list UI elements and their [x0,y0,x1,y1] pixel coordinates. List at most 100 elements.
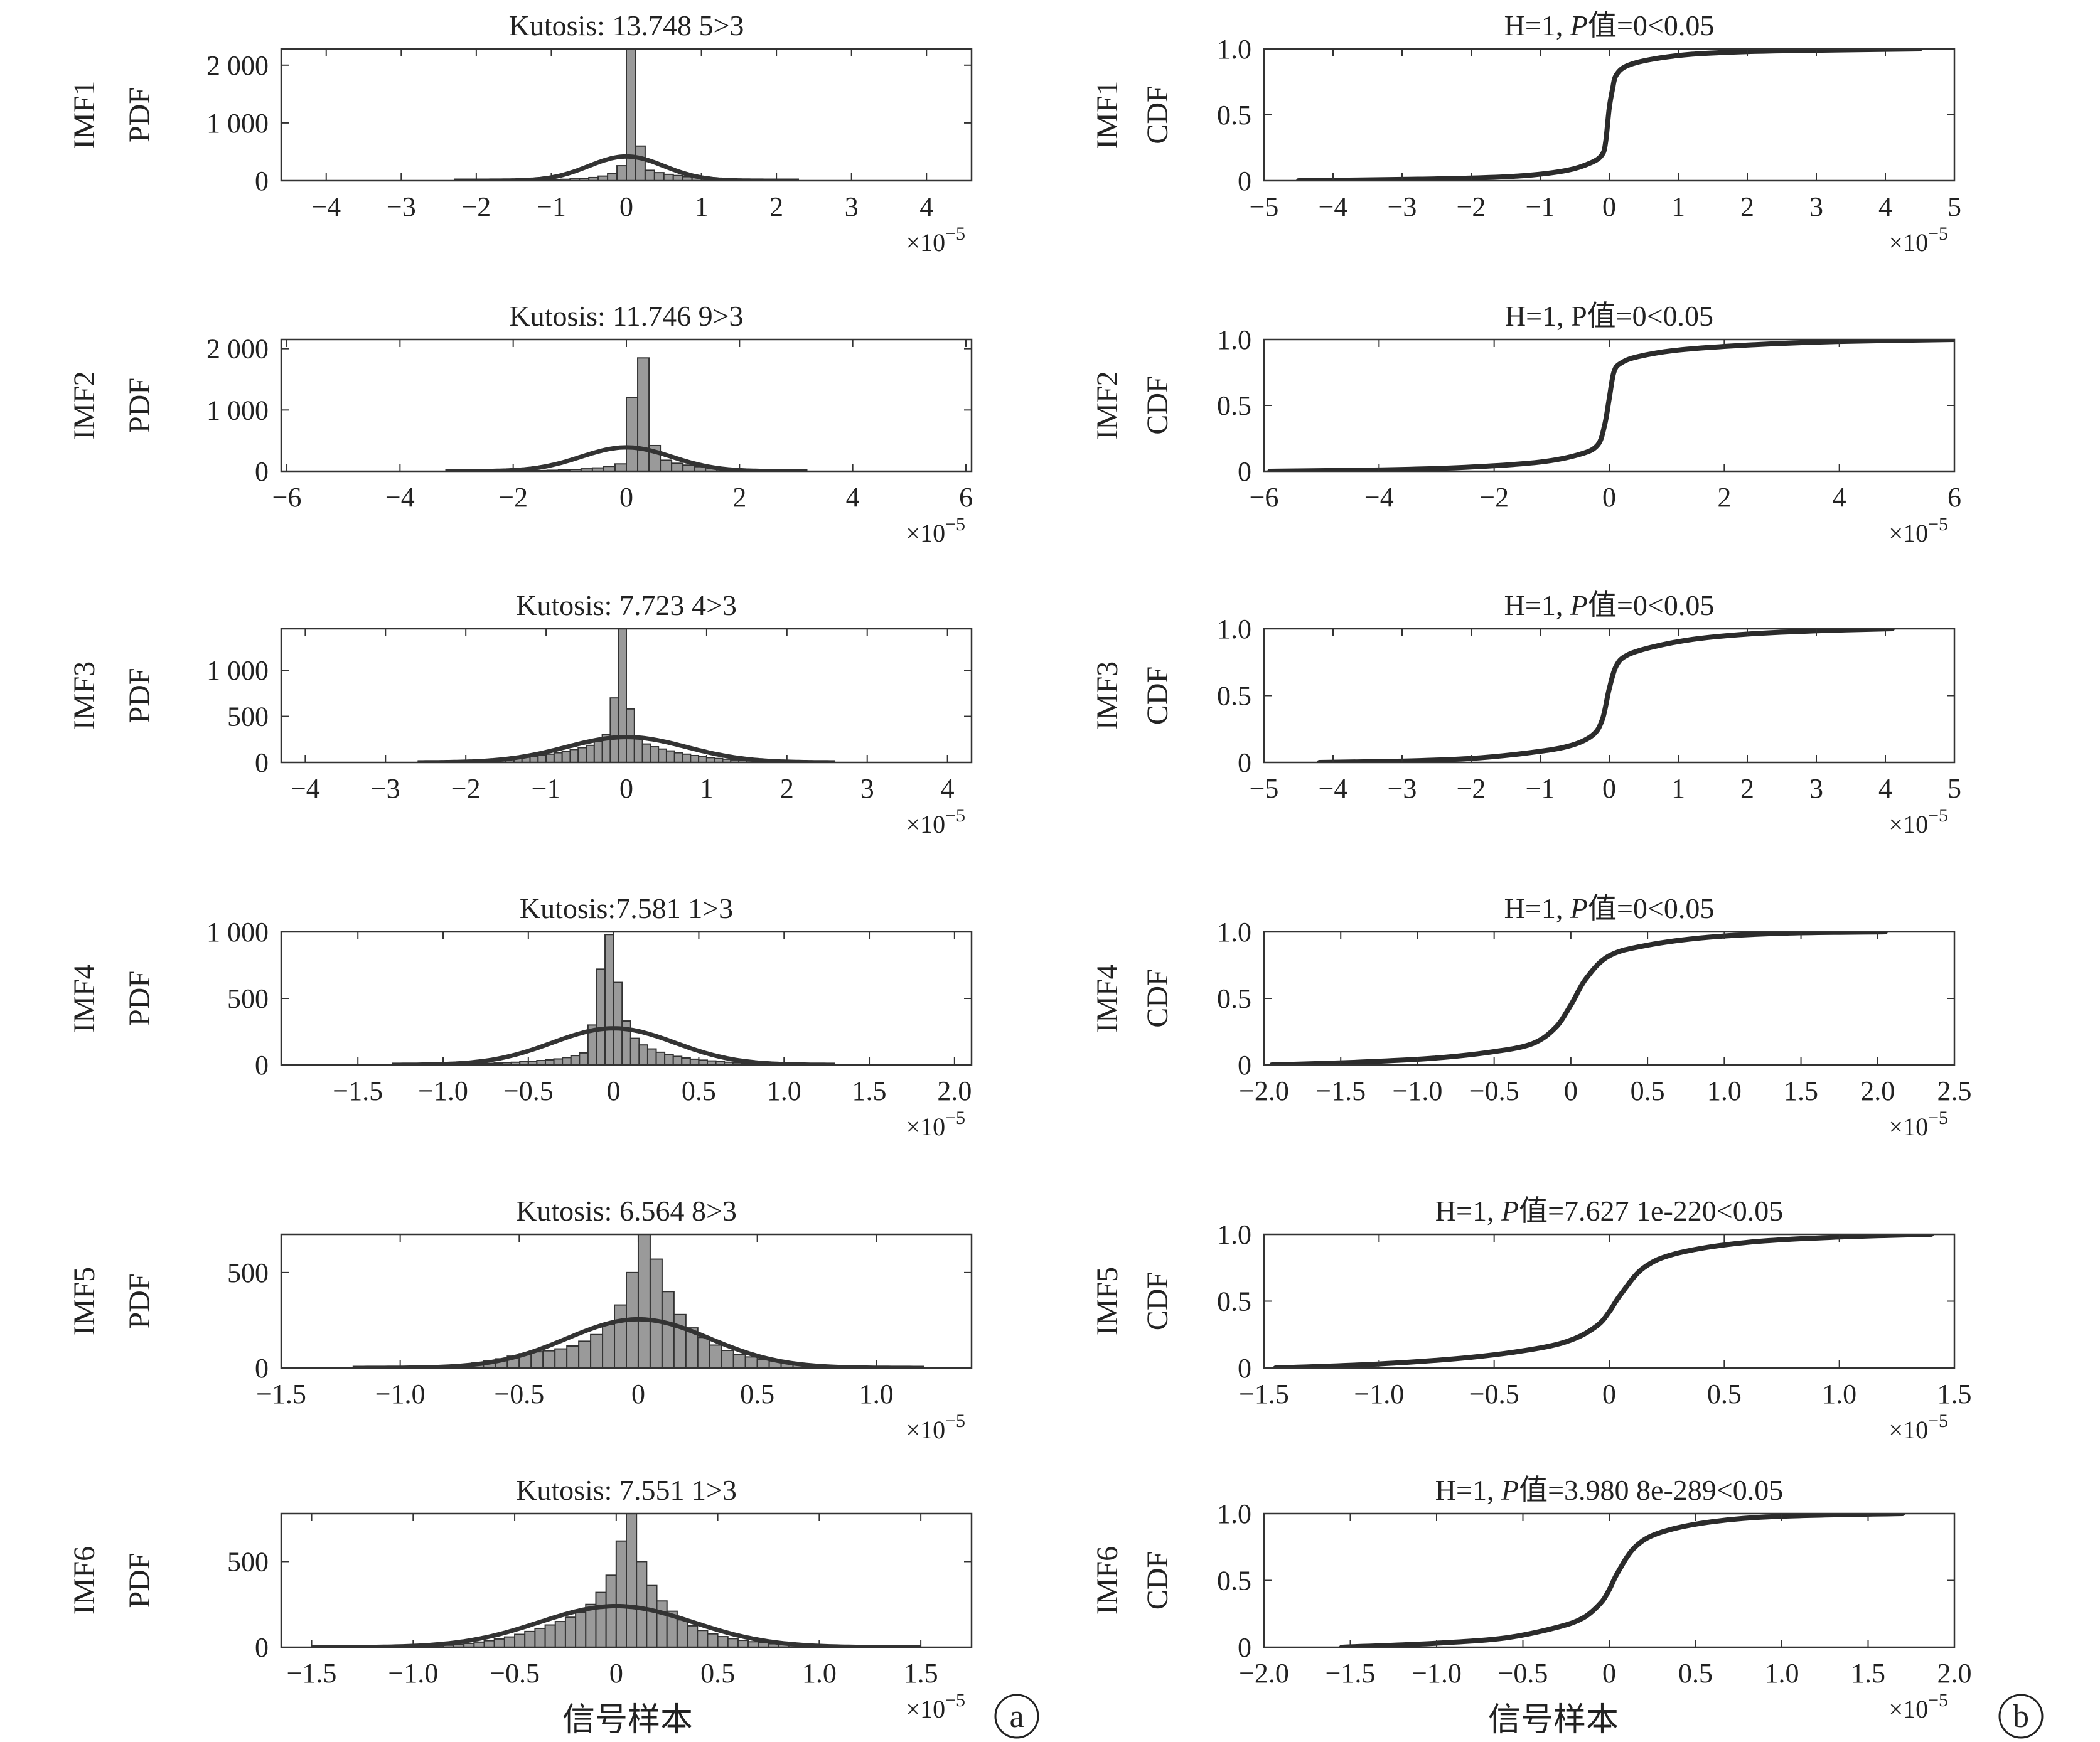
histogram-bar [737,1640,749,1647]
x-tick-label: 0 [1564,1076,1578,1106]
plot-area-b-3 [1317,629,1895,762]
plot-area-b-4 [1269,932,1888,1065]
histogram-bar [732,1354,746,1368]
x-tick-label: 3 [1809,773,1823,804]
plot-area-a-2 [445,357,808,471]
histogram-bar [514,1633,526,1647]
y-axis-label: PDF [123,87,156,142]
x-tick-label: −6 [1250,482,1279,513]
x-tick-label: −1.5 [1326,1658,1376,1689]
title-p: P [1501,1195,1519,1227]
x-tick-label: −1.5 [256,1379,306,1409]
histogram-bar [707,1633,719,1647]
imf-label: IMF5 [68,1267,101,1335]
axes-frame [280,1233,973,1369]
x-tick-label: −4 [1364,482,1394,513]
x-tick-label: 1.0 [1707,1076,1742,1106]
x-tick-label: 2 [769,191,783,222]
histogram-bar [658,748,667,762]
x-tick-label: −1.0 [388,1658,438,1689]
x-tick-label: 4 [1878,773,1892,804]
x-tick-label: −2.0 [1239,1658,1289,1689]
y-tick-label: 0 [1238,1353,1251,1384]
x-tick-label: 0.5 [1707,1379,1742,1409]
x-tick-label: −1.5 [333,1076,383,1106]
plot-area-a-3 [417,629,836,762]
x-tick-label: 0 [1602,1658,1616,1689]
histogram-bar [646,1048,657,1065]
panel-title: Kutosis: 13.748 5>3 [509,9,744,41]
panel-title: H=1, P值=0<0.05 [1504,9,1715,41]
y-axis-label: CDF [1141,85,1174,144]
histogram-bar [747,1641,759,1647]
x-tick-label: 3 [1809,191,1823,222]
y-tick-label: 0.5 [1217,681,1251,712]
histogram-bar [717,1636,729,1647]
histogram-bar [697,1337,710,1368]
histogram-bar [618,629,627,762]
x-tick-label: 0.5 [1631,1076,1665,1106]
histogram-bar [665,750,675,762]
title-prefix: H=1, [1435,1474,1501,1506]
plot-area-b-2 [1267,339,1954,471]
histogram-bar [644,169,655,181]
cdf-line [1296,49,1922,181]
title-p: P [1570,892,1588,924]
title-suffix: 值=0<0.05 [1588,892,1714,924]
panel-title: Kutosis: 11.746 9>3 [509,300,743,332]
y-axis-label: CDF [1141,376,1174,434]
imf-label: IMF1 [68,80,101,149]
y-tick-label: 1.0 [1217,324,1251,355]
title-suffix: 值=7.627 1e-220<0.05 [1519,1195,1783,1227]
histogram-bar [561,751,571,762]
histogram-bar [664,1054,674,1065]
x-tick-label: 5 [1947,773,1961,804]
histogram-bar [615,1540,628,1647]
panel-title: Kutosis: 7.551 1>3 [516,1474,737,1506]
x-tick-label: 4 [941,773,955,804]
histogram-bar [607,173,618,181]
imf-label: IMF3 [1091,661,1124,730]
panel-b-3: −5 −4 −3 −2 −1 0 1 2 3 4 5 0 0.5 1.0 ×10−5 H=1, P值=0<0.… [1091,589,1961,838]
x-tick-label: 1.0 [802,1658,837,1689]
histogram-bar [596,968,606,1065]
histogram-bar [483,1640,495,1647]
histogram-bar [530,1351,544,1368]
x-tick-label: 0 [1602,191,1616,222]
panel-label-circle-a [994,1694,1039,1739]
title-prefix: H=1, [1435,1195,1501,1227]
histogram-bar [578,1340,592,1368]
x-tick-label: −2 [498,482,528,513]
x-tick-label: −4 [385,482,415,513]
histogram-bar [562,1057,572,1065]
cdf-line [1267,339,1954,471]
y-tick-label: 1 000 [206,395,269,425]
panel-title: H=1, P值=0<0.05 [1504,589,1715,621]
x-exponent-label: ×10−5 [906,1108,965,1141]
x-tick-label: 1.0 [1822,1379,1856,1409]
histogram-bar [673,752,683,762]
title-p: P [1570,589,1588,621]
histogram-bar [579,1052,589,1065]
y-tick-label: 500 [227,1258,269,1288]
x-tick-label: −4 [1319,191,1348,222]
y-axis-label: PDF [123,971,156,1026]
x-tick-label: 3 [845,191,859,222]
y-tick-label: 0.5 [1217,1566,1251,1596]
imf-label: IMF2 [68,371,101,439]
x-tick-label: 0 [1602,773,1616,804]
x-tick-label: 0 [631,1379,645,1409]
imf-label: IMF1 [1091,80,1124,149]
y-tick-label: 0 [1238,1632,1251,1663]
normal-fit-curve [392,1026,835,1065]
x-tick-label: 5 [1947,191,1961,222]
x-tick-label: 3 [860,773,874,804]
y-tick-label: 2 000 [206,50,269,81]
x-tick-label: 2.5 [1937,1076,1972,1106]
normal-fit-curve [352,1317,924,1368]
y-tick-label: 1.0 [1217,1219,1251,1250]
x-tick-label: −0.5 [503,1076,554,1106]
histogram-bar [545,753,555,762]
x-tick-label: 1.5 [1937,1379,1972,1409]
x-tick-label: 0 [1602,1379,1616,1409]
